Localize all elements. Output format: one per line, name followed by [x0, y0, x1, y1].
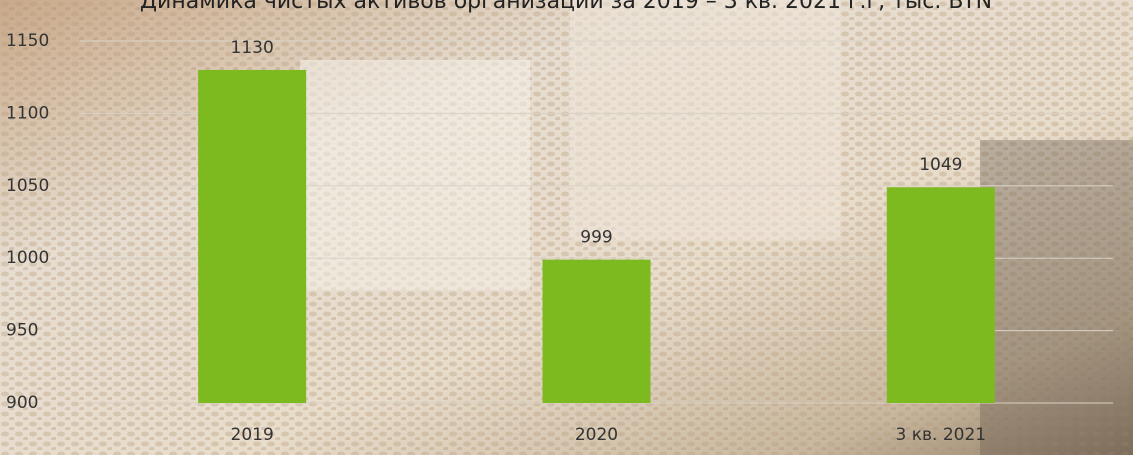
x-tick-label: 2020: [575, 425, 618, 445]
chart: Динамика чистых активов организации за 2…: [0, 0, 1133, 455]
y-tick-label: 950: [6, 321, 38, 341]
bar: [198, 70, 306, 403]
y-tick-label: 1100: [6, 103, 49, 123]
x-tick-label: 3 кв. 2021: [896, 425, 987, 445]
chart-title: Динамика чистых активов организации за 2…: [140, 0, 992, 14]
page: Динамика чистых активов организации за 2…: [0, 0, 1133, 455]
y-tick-label: 900: [6, 393, 38, 413]
dark-grain: [980, 140, 1133, 455]
x-tick-label: 2019: [231, 425, 274, 445]
value-label: 1049: [919, 155, 962, 175]
bar: [543, 260, 651, 403]
value-label: 999: [580, 228, 612, 248]
y-tick-label: 1000: [6, 248, 49, 268]
bar: [887, 187, 995, 403]
jar-left: [300, 60, 530, 290]
y-tick-label: 1150: [6, 31, 49, 51]
y-tick-label: 1050: [6, 176, 49, 196]
jar-right: [570, 0, 840, 240]
value-label: 1130: [231, 38, 274, 58]
